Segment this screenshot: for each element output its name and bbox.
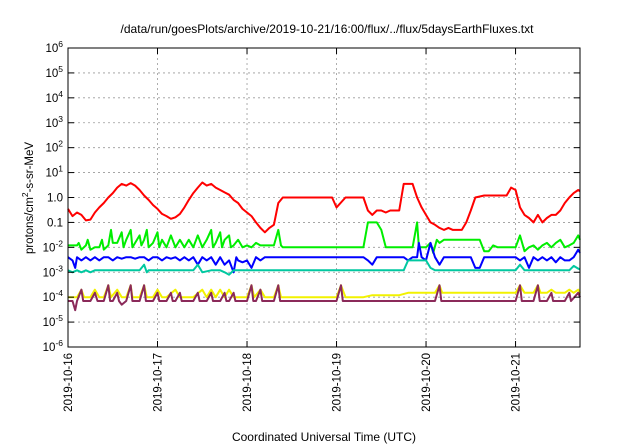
- x-tick-label: 2019-10-16: [63, 353, 75, 412]
- y-tick-label: 106: [45, 39, 63, 55]
- series-line-2: [68, 221, 581, 254]
- x-tick-label: 2019-10-19: [332, 353, 344, 412]
- y-tick-label: 1.0: [47, 193, 63, 205]
- y-axis-label: protons/cm2-s-sr-MeV: [20, 142, 36, 254]
- y-tick-label: 102: [45, 139, 63, 155]
- y-tick-label: 103: [45, 114, 63, 130]
- y-tick-label: 0.1: [47, 217, 63, 229]
- series-line-5: [68, 284, 581, 299]
- series-line-3: [67, 241, 581, 274]
- y-tick-label: 10-5: [43, 313, 64, 329]
- y-tick-label: 10-4: [43, 288, 64, 304]
- series-layer: [67, 181, 581, 312]
- chart-title: /data/run/goesPlots/archive/2019-10-21/1…: [121, 22, 535, 36]
- y-tick-label: 10-2: [43, 238, 64, 254]
- x-tick-label: 2019-10-17: [153, 353, 165, 412]
- x-tick-label: 2019-10-21: [511, 353, 523, 412]
- series-line-4: [67, 259, 581, 276]
- y-tick-label: 101: [45, 164, 63, 180]
- y-tick-label: 10-3: [43, 263, 64, 279]
- x-tick-label: 2019-10-18: [242, 353, 254, 412]
- series-line-6: [68, 284, 581, 312]
- y-tick-label: 104: [45, 89, 63, 105]
- y-tick-labels: 106 105 104 103 102 101 1.0 0.1 10-2 10-3 10-4 10-5…: [43, 39, 64, 354]
- y-tick-label: 10-6: [43, 338, 64, 354]
- series-line-1: [67, 181, 581, 234]
- y-tick-label: 105: [45, 64, 63, 80]
- x-tick-label: 2019-10-20: [421, 353, 433, 412]
- x-axis-label: Coordinated Universal Time (UTC): [232, 430, 416, 444]
- tick-layer: [67, 47, 580, 348]
- x-tick-labels: 2019-10-16 2019-10-17 2019-10-18 2019-10-19…: [63, 353, 523, 412]
